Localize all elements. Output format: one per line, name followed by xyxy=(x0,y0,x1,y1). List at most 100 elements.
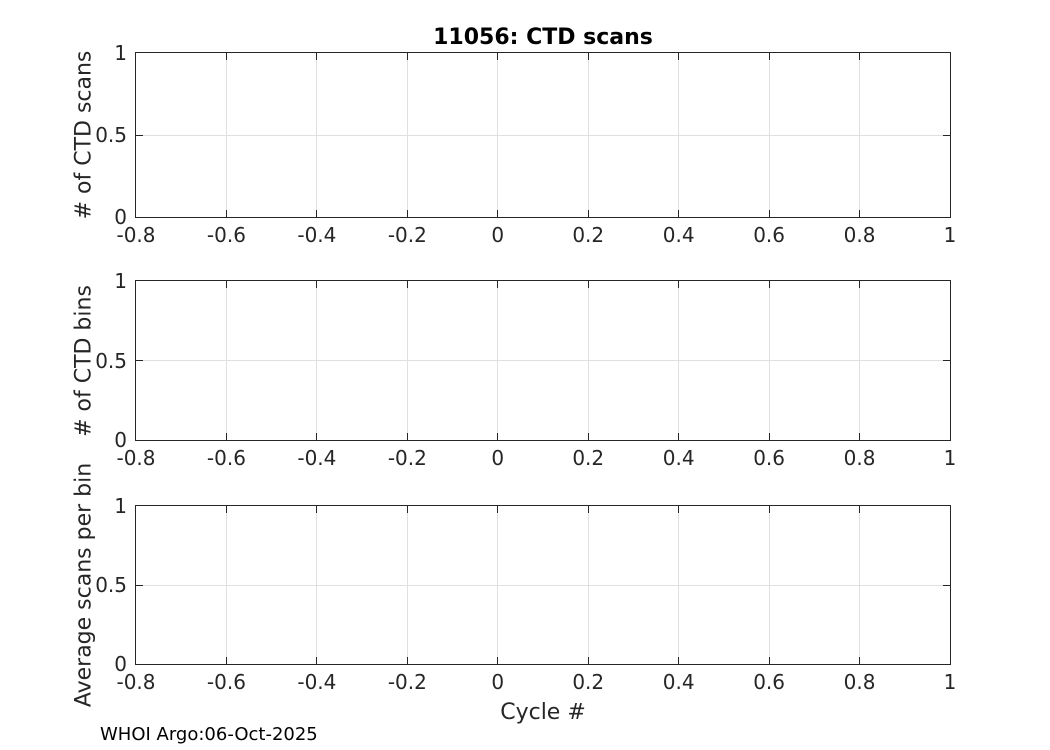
x-tick-mark xyxy=(316,433,318,440)
x-tick-mark xyxy=(768,53,770,60)
x-tick-mark xyxy=(406,210,408,217)
x-tick-mark xyxy=(497,433,499,440)
x-tick-mark xyxy=(678,433,680,440)
x-tick-mark xyxy=(225,657,227,664)
x-tick-label: 0.4 xyxy=(662,670,695,694)
x-tick-mark xyxy=(678,53,680,60)
x-tick-label: 0.8 xyxy=(843,223,876,247)
x-tick-mark xyxy=(497,281,499,288)
x-tick-mark xyxy=(406,281,408,288)
x-tick-mark xyxy=(859,506,861,513)
x-tick-label: 0.6 xyxy=(753,670,786,694)
x-tick-mark xyxy=(678,281,680,288)
x-tick-mark xyxy=(497,210,499,217)
x-tick-label: -0.4 xyxy=(297,223,337,247)
footer-text: WHOI Argo:06-Oct-2025 xyxy=(100,724,318,745)
y-tick-mark xyxy=(136,134,143,136)
x-tick-label: 0.6 xyxy=(753,223,786,247)
x-tick-label: -0.6 xyxy=(206,670,246,694)
x-tick-mark xyxy=(225,210,227,217)
x-tick-mark xyxy=(587,53,589,60)
y-tick-label: 1 xyxy=(114,269,127,293)
x-tick-label: 0 xyxy=(491,223,505,247)
x-tick-label: -0.8 xyxy=(116,670,156,694)
x-tick-mark xyxy=(768,281,770,288)
x-tick-mark xyxy=(768,506,770,513)
y-tick-label: 1 xyxy=(114,41,127,65)
x-tick-mark xyxy=(316,657,318,664)
x-tick-mark xyxy=(497,657,499,664)
y-gridline xyxy=(136,584,950,586)
x-tick-label: 0.6 xyxy=(753,446,786,470)
x-tick-mark xyxy=(768,210,770,217)
x-tick-mark xyxy=(225,281,227,288)
x-tick-mark xyxy=(406,53,408,60)
x-tick-mark xyxy=(587,506,589,513)
x-tick-label: 0.4 xyxy=(662,223,695,247)
y-tick-label: 0 xyxy=(114,205,127,229)
x-tick-mark xyxy=(859,53,861,60)
x-tick-mark xyxy=(316,281,318,288)
y-gridline xyxy=(136,134,950,136)
xlabel-cycle: Cycle # xyxy=(500,700,586,725)
subplot-ctd-scans: -0.8 -0.6 -0.4 -0.2 0 0.2 0.4 0.6 0.8 1 0 0.5 1 xyxy=(95,42,956,246)
chart-title: 11056: CTD scans xyxy=(433,25,653,50)
x-tick-label: 1 xyxy=(943,670,957,694)
x-tick-label: 1 xyxy=(943,223,957,247)
y-tick-label: 0.5 xyxy=(95,348,127,373)
y-tick-label: 0 xyxy=(114,652,127,676)
x-tick-mark xyxy=(225,506,227,513)
y-tick-label: 1 xyxy=(114,494,127,518)
x-tick-label: -0.2 xyxy=(387,670,427,694)
x-tick-mark xyxy=(678,506,680,513)
y-tick-mark xyxy=(943,584,950,586)
y-gridline xyxy=(136,360,950,361)
x-tick-mark xyxy=(587,210,589,217)
x-tick-label: -0.4 xyxy=(297,446,337,470)
y-tick-mark xyxy=(943,134,950,136)
y-tick-label: 0 xyxy=(114,428,127,452)
x-tick-label: -0.4 xyxy=(297,670,337,694)
x-tick-mark xyxy=(859,210,861,217)
x-tick-mark xyxy=(678,210,680,217)
x-tick-mark xyxy=(859,657,861,664)
x-tick-label: 0.2 xyxy=(572,446,605,470)
x-tick-mark xyxy=(587,281,589,288)
subplot-average-scans-per-bin: -0.8 -0.6 -0.4 -0.2 0 0.2 0.4 0.6 0.8 1 0 0.5 1 xyxy=(95,495,956,693)
x-tick-mark xyxy=(316,506,318,513)
x-tick-label: -0.2 xyxy=(387,446,427,470)
x-tick-mark xyxy=(406,506,408,513)
x-tick-label: 0 xyxy=(491,446,505,470)
x-tick-label: -0.8 xyxy=(116,446,156,470)
y-tick-label: 0.5 xyxy=(95,573,127,597)
x-tick-mark xyxy=(587,657,589,664)
x-tick-mark xyxy=(406,433,408,440)
x-tick-mark xyxy=(316,210,318,217)
subplot-ctd-bins: -0.8 -0.6 -0.4 -0.2 0 0.2 0.4 0.6 0.8 1 0 0.5 1 xyxy=(95,270,956,469)
x-tick-label: -0.2 xyxy=(387,223,427,247)
ylabel-ctd-scans: # of CTD scans xyxy=(71,50,97,220)
x-tick-mark xyxy=(225,53,227,60)
y-tick-mark xyxy=(136,360,143,361)
x-tick-label: -0.6 xyxy=(206,446,246,470)
x-tick-label: -0.8 xyxy=(116,223,156,247)
ylabel-average-scans-per-bin: Average scans per bin xyxy=(71,462,97,708)
x-tick-label: 0.2 xyxy=(572,670,605,694)
x-tick-mark xyxy=(406,657,408,664)
x-tick-mark xyxy=(316,53,318,60)
x-tick-mark xyxy=(497,506,499,513)
x-tick-mark xyxy=(768,657,770,664)
ylabel-ctd-bins: # of CTD bins xyxy=(71,285,97,437)
x-tick-mark xyxy=(497,53,499,60)
x-tick-label: 0.8 xyxy=(843,446,876,470)
x-tick-mark xyxy=(587,433,589,440)
x-tick-label: -0.6 xyxy=(206,223,246,247)
x-tick-label: 0.4 xyxy=(662,446,695,470)
x-tick-label: 0.8 xyxy=(843,670,876,694)
x-tick-label: 1 xyxy=(943,446,957,470)
x-tick-label: 0.2 xyxy=(572,223,605,247)
x-tick-mark xyxy=(859,433,861,440)
y-tick-label: 0.5 xyxy=(95,123,127,147)
y-tick-mark xyxy=(136,584,143,586)
